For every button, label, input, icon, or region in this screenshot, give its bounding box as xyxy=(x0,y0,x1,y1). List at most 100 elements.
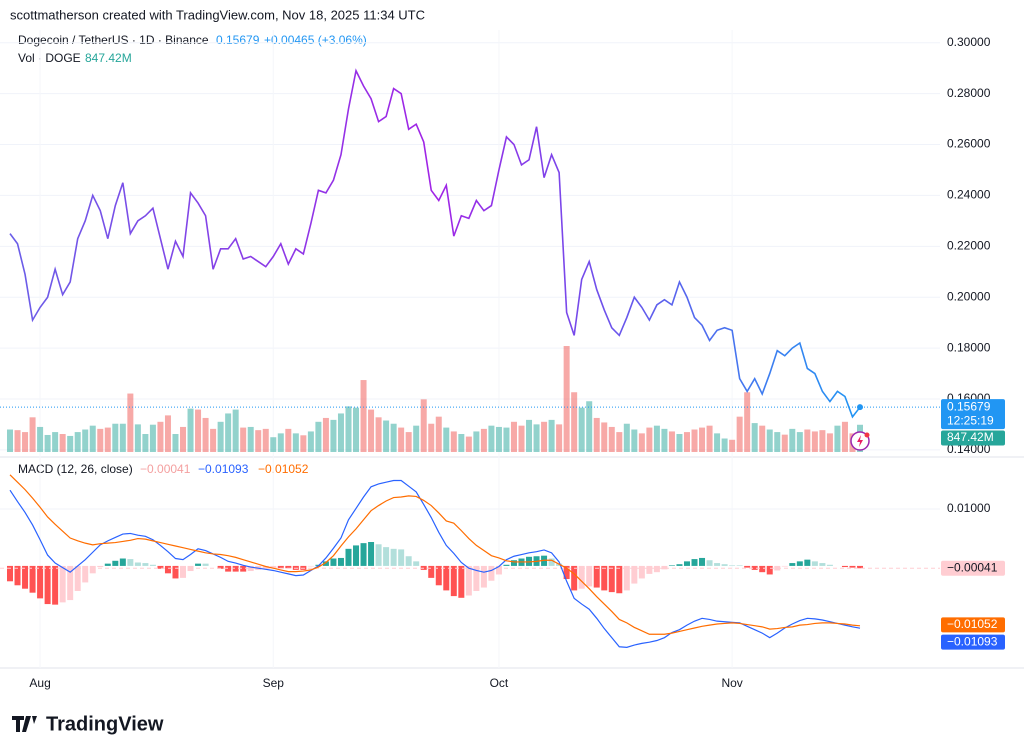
signal-badge: −0.01052 xyxy=(947,617,998,631)
volume-bar xyxy=(676,434,683,452)
histogram-bar xyxy=(563,565,570,580)
histogram-bar xyxy=(67,565,74,601)
volume-bar xyxy=(142,434,149,452)
histogram-badge-bg xyxy=(941,560,1005,576)
histogram-bar xyxy=(608,565,615,593)
volume-bar xyxy=(172,434,179,452)
y-tick-label: 0.20000 xyxy=(947,289,991,303)
alert-bolt xyxy=(857,435,863,447)
volume-bar xyxy=(811,431,818,452)
histogram-bar xyxy=(578,565,585,589)
histogram-bar xyxy=(804,559,811,566)
histogram-bar xyxy=(473,565,480,591)
histogram-bar xyxy=(751,565,758,570)
histogram-bar xyxy=(857,565,863,569)
histogram-bar xyxy=(616,565,623,594)
price-line xyxy=(9,68,861,419)
volume-bar xyxy=(29,417,36,452)
volume-bar xyxy=(766,429,773,452)
volume-bar xyxy=(232,409,239,452)
volume-bar xyxy=(82,429,89,452)
y-tick-label: 0.26000 xyxy=(947,137,991,151)
histogram-bar xyxy=(307,565,314,567)
volume-bar xyxy=(112,423,119,452)
volume-bar xyxy=(601,422,608,452)
histogram-bar xyxy=(661,565,668,570)
histogram-bar xyxy=(89,565,96,574)
histogram-bar xyxy=(691,559,698,566)
histogram-bar xyxy=(699,557,706,566)
histogram-bar xyxy=(29,565,36,593)
volume-badge: 847.42M xyxy=(947,430,994,444)
macd-legend: MACD (12, 26, close) xyxy=(18,462,133,476)
signal-badge-bg xyxy=(941,617,1005,633)
histogram-bar xyxy=(119,558,126,566)
histogram-bar xyxy=(270,565,277,569)
histogram-bar xyxy=(368,542,375,566)
volume-bar xyxy=(202,417,209,452)
histogram-bar xyxy=(668,565,675,566)
histogram-bar xyxy=(44,565,51,605)
volume-bar xyxy=(262,428,269,452)
histogram-bar xyxy=(164,565,171,574)
volume-bar xyxy=(322,417,329,452)
histogram-bar xyxy=(149,564,156,566)
volume-bar xyxy=(473,431,480,452)
volume-bar xyxy=(360,380,367,452)
volume-bar xyxy=(157,421,164,452)
volume-legend: Vol · DOGE xyxy=(18,51,81,65)
volume-bar xyxy=(345,406,352,452)
y-tick-label: 0.14000 xyxy=(947,442,991,456)
histogram-bar xyxy=(714,563,721,566)
volume-bar xyxy=(89,425,96,452)
volume-bar xyxy=(270,437,277,452)
logo-icon xyxy=(12,716,37,732)
y-tick-label: 0.28000 xyxy=(947,86,991,100)
volume-bar xyxy=(255,430,262,452)
x-tick-label: Sep xyxy=(263,676,285,690)
histogram-bar xyxy=(353,545,360,566)
histogram-bar xyxy=(450,565,457,597)
histogram-bar xyxy=(683,561,690,566)
y-tick-label: 0.18000 xyxy=(947,340,991,354)
volume-bar xyxy=(428,423,435,452)
volume-bar xyxy=(240,427,247,452)
volume-bar xyxy=(691,429,698,452)
histogram-bar xyxy=(337,557,344,566)
volume-bar xyxy=(668,431,675,452)
histogram-bar xyxy=(345,548,352,566)
volume-bar xyxy=(44,434,51,452)
histogram-bar xyxy=(676,564,683,566)
brand: TradingView xyxy=(46,713,164,735)
histogram-bar xyxy=(405,556,412,566)
volume-bar xyxy=(480,428,487,452)
last-price-dot xyxy=(857,404,863,411)
histogram-bar xyxy=(413,561,420,566)
volume-bar xyxy=(608,426,615,452)
macd-badge: −0.01093 xyxy=(947,634,998,648)
volume-bar xyxy=(413,425,420,452)
price-badge: 12:25:19 xyxy=(947,413,994,427)
volume-bar xyxy=(119,423,126,452)
price-badge: 0.15679 xyxy=(947,399,991,413)
histogram-bar xyxy=(195,563,202,566)
histogram-bar xyxy=(586,565,593,587)
histogram-bar xyxy=(623,565,630,591)
y-tick-label: 0.01000 xyxy=(947,501,991,515)
histogram-bar xyxy=(14,565,21,586)
histogram-bar xyxy=(759,565,766,573)
histogram-bar xyxy=(134,562,141,566)
histogram-bar xyxy=(398,549,405,566)
histogram-bar xyxy=(646,565,653,574)
volume-bar xyxy=(586,401,593,452)
volume-bar xyxy=(375,417,382,452)
macd-legend-signal: −0.01052 xyxy=(258,462,309,476)
volume-badge-bg xyxy=(941,430,1005,446)
legend-price: 0.15679 xyxy=(216,33,260,47)
volume-bar xyxy=(623,423,630,452)
volume-bar xyxy=(127,393,134,452)
volume-bar xyxy=(390,423,397,452)
volume-bar xyxy=(759,425,766,452)
volume-bar xyxy=(300,435,307,452)
